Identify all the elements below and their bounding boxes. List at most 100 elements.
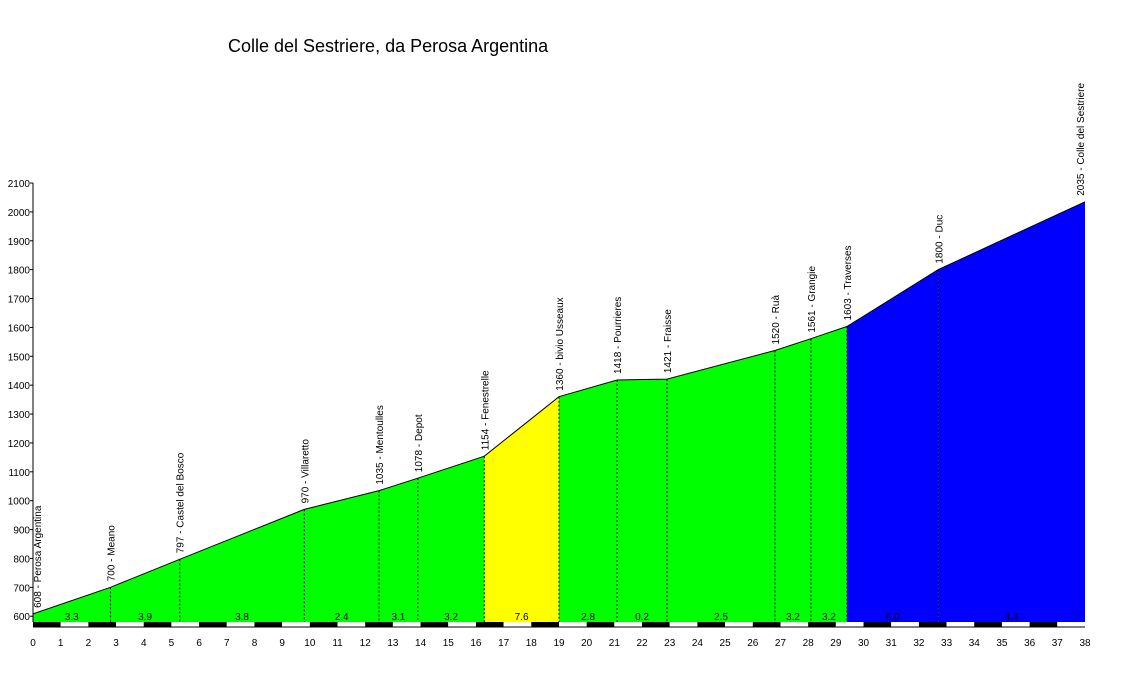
grade-label: 6.0 bbox=[886, 612, 900, 623]
profile-line bbox=[32, 201, 1086, 615]
y-tick-label: 1100 bbox=[8, 468, 30, 479]
x-tick-label: 37 bbox=[1052, 638, 1064, 649]
grade-label: 3.8 bbox=[235, 612, 249, 623]
y-tick-label: 1600 bbox=[8, 323, 31, 334]
profile-outline bbox=[32, 201, 1086, 615]
y-tick-label: 2000 bbox=[8, 208, 31, 219]
km-scale-block bbox=[254, 622, 283, 627]
km-scale-block bbox=[282, 622, 310, 627]
waypoint-guides bbox=[110, 269, 939, 622]
km-scale-block bbox=[309, 622, 338, 627]
km-scale-block bbox=[697, 622, 726, 627]
waypoint-label: 1520 - Ruà bbox=[771, 295, 782, 345]
km-scale-block bbox=[88, 622, 117, 627]
x-tick-label: 22 bbox=[636, 638, 648, 649]
y-axis: 600 700 800 900 1000 1100 1200 1300 1400 1500 1600… bbox=[8, 179, 34, 623]
x-tick-label: 20 bbox=[581, 638, 593, 649]
grade-label: 2.4 bbox=[335, 612, 349, 623]
x-tick-label: 7 bbox=[224, 638, 230, 649]
km-scale-block bbox=[891, 622, 919, 627]
y-tick-label: 2100 bbox=[8, 179, 31, 190]
km-scale-block bbox=[143, 622, 172, 627]
waypoint-label: 797 - Castel del Bosco bbox=[176, 452, 187, 553]
x-tick-label: 17 bbox=[498, 638, 510, 649]
y-tick-label: 1900 bbox=[8, 237, 31, 248]
x-tick-label: 24 bbox=[692, 638, 704, 649]
km-scale-bar bbox=[33, 622, 1085, 628]
waypoint-label: 1800 - Duc bbox=[934, 215, 945, 264]
segment-fill bbox=[484, 396, 559, 622]
y-tick-label: 1800 bbox=[8, 266, 31, 277]
x-tick-label: 0 bbox=[30, 638, 36, 649]
km-scale-block bbox=[1001, 622, 1030, 627]
segment-fill bbox=[179, 509, 305, 622]
km-scale-block bbox=[614, 622, 643, 627]
km-scale-block bbox=[669, 622, 698, 627]
km-scale-block bbox=[752, 622, 781, 627]
y-tick-label: 900 bbox=[13, 526, 30, 537]
x-tick-label: 18 bbox=[526, 638, 538, 649]
x-tick-label: 28 bbox=[803, 638, 815, 649]
km-scale-block bbox=[171, 622, 200, 627]
x-tick-label: 32 bbox=[913, 638, 925, 649]
x-tick-label: 21 bbox=[609, 638, 621, 649]
segment-fill bbox=[33, 587, 111, 622]
km-scale-block bbox=[586, 622, 615, 627]
km-scale-block bbox=[808, 622, 836, 627]
x-tick-label: 31 bbox=[886, 638, 898, 649]
x-tick-label: 36 bbox=[1024, 638, 1036, 649]
segment-fill bbox=[666, 350, 775, 622]
grade-labels: 3.3 3.9 3.8 2.4 3.1 3.2 7.6 2.8 0.2 2.5 3.2 3.2 6.0 4… bbox=[65, 612, 1019, 623]
km-scale-block bbox=[642, 622, 670, 627]
x-tick-label: 10 bbox=[304, 638, 316, 649]
km-scale-block bbox=[946, 622, 975, 627]
waypoint-label: 1561 - Grangie bbox=[807, 266, 818, 333]
x-tick-label: 14 bbox=[415, 638, 427, 649]
y-tick-label: 600 bbox=[13, 612, 30, 623]
waypoint-label: 2035 - Colle del Sestriere bbox=[1076, 83, 1087, 196]
x-tick-label: 38 bbox=[1079, 638, 1091, 649]
x-tick-label: 30 bbox=[858, 638, 870, 649]
grade-label: 3.2 bbox=[444, 612, 458, 623]
km-scale-block bbox=[918, 622, 947, 627]
waypoint-label: 700 - Meano bbox=[107, 525, 118, 582]
segment-fill bbox=[774, 338, 811, 622]
y-tick-label: 1000 bbox=[8, 497, 31, 508]
km-scale-block bbox=[420, 622, 449, 627]
x-tick-label: 34 bbox=[969, 638, 981, 649]
x-tick-label: 5 bbox=[169, 638, 175, 649]
km-scale-block bbox=[116, 622, 144, 627]
y-tick-label: 1700 bbox=[8, 295, 31, 306]
km-scale-block bbox=[337, 622, 366, 627]
grade-label: 3.1 bbox=[391, 612, 405, 623]
km-scale-block bbox=[392, 622, 421, 627]
km-scale-block bbox=[531, 622, 559, 627]
y-tick-label: 800 bbox=[13, 554, 30, 565]
segment-fill bbox=[559, 379, 618, 622]
waypoint-label: 1078 - Depot bbox=[414, 414, 425, 472]
waypoint-label: 1418 - Pourrieres bbox=[613, 297, 624, 374]
km-scale-block bbox=[475, 622, 504, 627]
grade-label: 2.5 bbox=[714, 612, 728, 623]
grade-label: 0.2 bbox=[635, 612, 649, 623]
segment-fill bbox=[417, 456, 485, 622]
waypoint-label: 970 - Villaretto bbox=[300, 439, 311, 504]
grade-label: 4.4 bbox=[1005, 612, 1019, 623]
x-tick-label: 35 bbox=[996, 638, 1008, 649]
x-tick-label: 15 bbox=[443, 638, 455, 649]
segment-fill bbox=[304, 490, 380, 622]
km-scale-block bbox=[199, 622, 227, 627]
km-scale-block bbox=[559, 622, 587, 627]
x-tick-label: 8 bbox=[252, 638, 258, 649]
waypoint-label: 1421 - Fraisse bbox=[663, 309, 674, 373]
grade-label: 3.9 bbox=[138, 612, 152, 623]
waypoint-labels: 608 - Perosa Argentina 700 - Meano 797 - C… bbox=[33, 83, 1087, 608]
segment-fill bbox=[810, 326, 847, 622]
x-tick-label: 12 bbox=[360, 638, 372, 649]
grade-label: 3.3 bbox=[65, 612, 79, 623]
x-tick-label: 2 bbox=[86, 638, 92, 649]
segment-fill bbox=[110, 559, 180, 622]
waypoint-label: 1035 - Mentoulles bbox=[375, 405, 386, 485]
y-tick-label: 1300 bbox=[8, 410, 31, 421]
